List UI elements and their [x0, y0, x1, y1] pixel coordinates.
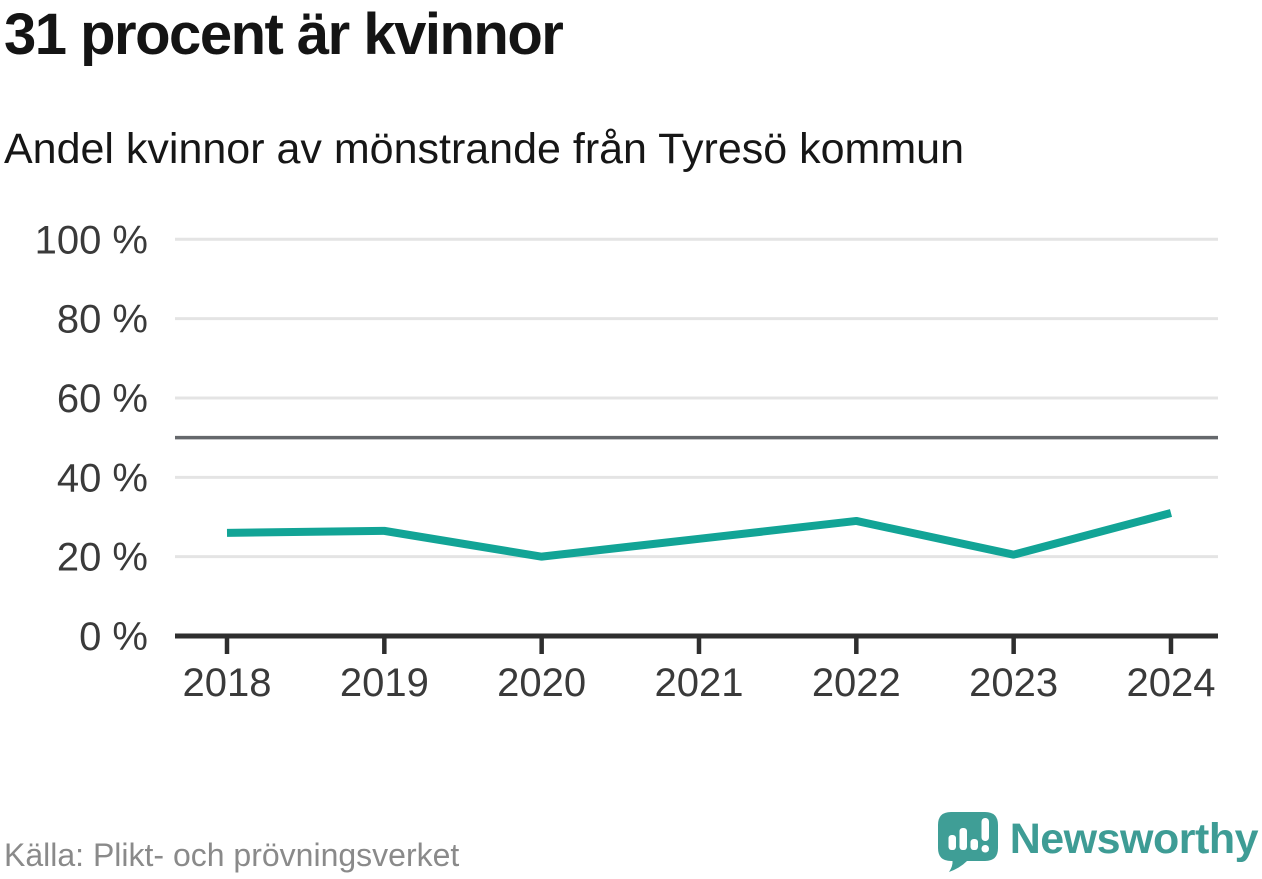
- speech-bubble-shape: [937, 812, 998, 872]
- x-axis-tick-label: 2020: [497, 661, 586, 705]
- x-axis-tick-label: 2021: [654, 661, 743, 705]
- y-axis-tick-label: 60 %: [57, 377, 148, 421]
- data-line-andel-kvinnor: [226, 509, 1173, 561]
- logo-exclamation-dot: [981, 845, 989, 853]
- x-axis-tick-label: 2019: [340, 661, 429, 705]
- newsworthy-logo: Newsworthy: [936, 811, 1259, 873]
- logo-bar-3: [970, 839, 978, 850]
- x-axis-tick-label: 2023: [969, 661, 1058, 705]
- y-axis-tick-label: 40 %: [57, 456, 148, 500]
- y-axis-tick-label: 20 %: [57, 536, 148, 580]
- speech-bubble-bar-chart-exclamation-icon: [937, 812, 998, 872]
- chart-title: 31 procent är kvinnor: [4, 2, 564, 67]
- y-axis-tick-label: 0 %: [79, 615, 148, 659]
- x-axis-tick-label: 2018: [183, 661, 272, 705]
- chart-footer: Källa: Plikt- och prövningsverket Newswo…: [0, 811, 1262, 873]
- x-axis-tick-label: 2022: [812, 661, 901, 705]
- chart-subtitle: Andel kvinnor av mönstrande från Tyresö …: [4, 125, 965, 173]
- logo-bar-1: [948, 835, 956, 850]
- logo-bar-2: [959, 828, 967, 850]
- x-axis-tick-label: 2024: [1126, 661, 1215, 705]
- logo-exclamation-bar: [981, 818, 989, 841]
- y-axis-tick-label: 80 %: [57, 298, 148, 342]
- source-note: Källa: Plikt- och prövningsverket: [4, 836, 460, 873]
- y-axis-tick-label: 100 %: [35, 218, 148, 262]
- newsworthy-wordmark: Newsworthy: [1009, 814, 1259, 863]
